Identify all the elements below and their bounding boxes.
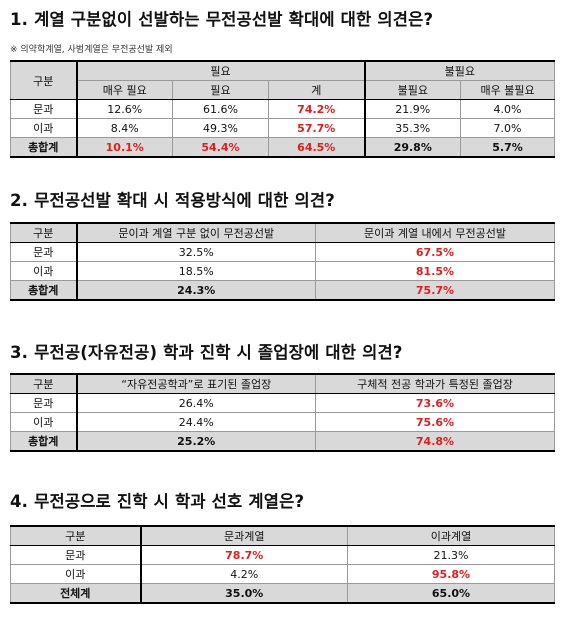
table-cell: 73.6% <box>315 393 555 413</box>
row-label: 전체계 <box>10 583 141 604</box>
table-row: 이과 18.5% 81.5% <box>10 261 555 281</box>
row-label: 문과 <box>10 393 77 413</box>
table-cell: 78.7% <box>139 545 348 565</box>
row-label: 이과 <box>10 412 77 432</box>
q4-header-cell: 문과계열 <box>139 525 348 546</box>
table-cell: 25.2% <box>75 431 316 452</box>
q1-header-gubun: 구분 <box>10 60 77 100</box>
table-cell: 74.2% <box>267 99 366 119</box>
table-cell: 8.4% <box>75 118 173 138</box>
table-cell: 5.7% <box>460 137 556 158</box>
q2-header-cell: 문이과 계열 내에서 무전공선발 <box>315 222 555 243</box>
table-row: 문과 12.6% 61.6% 74.2% 21.9% 4.0% <box>10 99 556 119</box>
q1-title: 1. 계열 구분없이 선발하는 무전공선발 확대에 대한 의견은? <box>10 10 434 29</box>
table-total-row: 총합계 24.3% 75.7% <box>10 280 555 301</box>
q1-header-no-need: 불필요 <box>363 60 556 81</box>
row-label: 문과 <box>10 99 77 119</box>
q3-header-gubun: 구분 <box>10 373 77 394</box>
q3-header-row: 구분 “자유전공학과”로 표기된 졸업장 구체적 전공 학과가 특정된 졸업장 <box>10 373 555 394</box>
q2-title: 2. 무전공선발 확대 시 적용방식에 대한 의견? <box>10 191 336 210</box>
table-cell: 57.7% <box>267 118 366 138</box>
q2-table: 구분 문이과 계열 구분 없이 무전공선발 문이과 계열 내에서 무전공선발 문… <box>10 222 555 301</box>
table-cell: 26.4% <box>75 393 316 413</box>
row-label: 총합계 <box>10 280 77 301</box>
q2-header-gubun: 구분 <box>10 222 77 243</box>
q1-header-row: 구분 필요 불필요 <box>10 60 556 100</box>
q3-header-cell: 구체적 전공 학과가 특정된 졸업장 <box>315 373 555 394</box>
row-label: 이과 <box>10 564 141 584</box>
table-cell: 75.6% <box>315 412 555 432</box>
table-cell: 95.8% <box>347 564 555 584</box>
table-cell: 29.8% <box>363 137 462 158</box>
table-cell: 10.1% <box>75 137 173 158</box>
q1-subheader-row: 매우 필요 필요 계 불필요 매우 불필요 <box>10 80 556 100</box>
table-cell: 49.3% <box>172 118 269 138</box>
q3-table: 구분 “자유전공학과”로 표기된 졸업장 구체적 전공 학과가 특정된 졸업장 … <box>10 373 555 452</box>
table-cell: 64.5% <box>267 137 366 158</box>
table-row: 이과 24.4% 75.6% <box>10 412 555 432</box>
q4-header-cell: 이과계열 <box>347 525 555 546</box>
table-cell: 74.8% <box>315 431 555 452</box>
q4-header-row: 구분 문과계열 이과계열 <box>10 525 555 546</box>
row-label: 총합계 <box>10 431 77 452</box>
table-cell: 12.6% <box>75 99 173 119</box>
q1-note: ※ 의약학계열, 사범계열은 무전공선발 제외 <box>10 45 173 55</box>
table-cell: 21.9% <box>363 99 462 119</box>
table-cell: 24.3% <box>75 280 316 301</box>
table-cell: 32.5% <box>75 242 316 262</box>
table-row: 이과 8.4% 49.3% 57.7% 35.3% 7.0% <box>10 118 556 138</box>
row-label: 문과 <box>10 242 77 262</box>
table-cell: 4.0% <box>460 99 556 119</box>
q2-header-row: 구분 문이과 계열 구분 없이 무전공선발 문이과 계열 내에서 무전공선발 <box>10 222 555 243</box>
table-cell: 67.5% <box>315 242 555 262</box>
row-label: 이과 <box>10 261 77 281</box>
table-cell: 24.4% <box>75 412 316 432</box>
table-cell: 54.4% <box>172 137 269 158</box>
table-cell: 81.5% <box>315 261 555 281</box>
table-row: 문과 26.4% 73.6% <box>10 393 555 413</box>
q1-subheader-cell: 불필요 <box>363 80 462 100</box>
q1-subheader-cell: 필요 <box>172 80 269 100</box>
table-cell: 4.2% <box>139 564 348 584</box>
q4-table: 구분 문과계열 이과계열 문과 78.7% 21.3% 이과 4.2% 95.8… <box>10 525 555 604</box>
q1-subheader-cell: 매우 불필요 <box>460 80 556 100</box>
q1-table: 구분 필요 불필요 매우 필요 필요 계 불필요 매우 불필요 문과 12.6%… <box>10 60 556 158</box>
table-row: 이과 4.2% 95.8% <box>10 564 555 584</box>
q1-subheader-cell: 매우 필요 <box>75 80 173 100</box>
row-label: 이과 <box>10 118 77 138</box>
row-label: 문과 <box>10 545 141 565</box>
table-total-row: 총합계 10.1% 54.4% 64.5% 29.8% 5.7% <box>10 137 556 158</box>
q3-header-cell: “자유전공학과”로 표기된 졸업장 <box>75 373 316 394</box>
q1-header-need: 필요 <box>75 60 366 81</box>
q2-header-cell: 문이과 계열 구분 없이 무전공선발 <box>75 222 316 243</box>
table-cell: 75.7% <box>315 280 555 301</box>
q3-title: 3. 무전공(자유전공) 학과 진학 시 졸업장에 대한 의견? <box>10 343 403 362</box>
table-total-row: 총합계 25.2% 74.8% <box>10 431 555 452</box>
table-cell: 61.6% <box>172 99 269 119</box>
table-total-row: 전체계 35.0% 65.0% <box>10 583 555 604</box>
row-label: 총합계 <box>10 137 77 158</box>
table-row: 문과 32.5% 67.5% <box>10 242 555 262</box>
table-cell: 21.3% <box>347 545 555 565</box>
q4-header-gubun: 구분 <box>10 525 141 546</box>
table-cell: 7.0% <box>460 118 556 138</box>
q1-subheader-cell: 계 <box>267 80 366 100</box>
table-cell: 35.0% <box>139 583 348 604</box>
table-cell: 35.3% <box>363 118 462 138</box>
table-cell: 18.5% <box>75 261 316 281</box>
table-cell: 65.0% <box>347 583 555 604</box>
q4-title: 4. 무전공으로 진학 시 학과 선호 계열은? <box>10 492 305 511</box>
table-row: 문과 78.7% 21.3% <box>10 545 555 565</box>
